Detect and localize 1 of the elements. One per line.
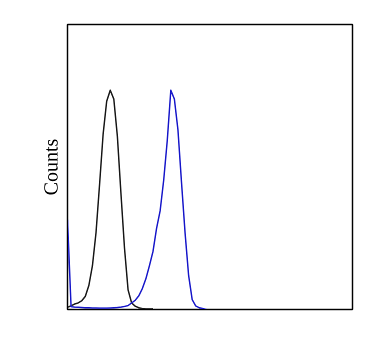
y-axis-title: Counts — [40, 138, 62, 196]
